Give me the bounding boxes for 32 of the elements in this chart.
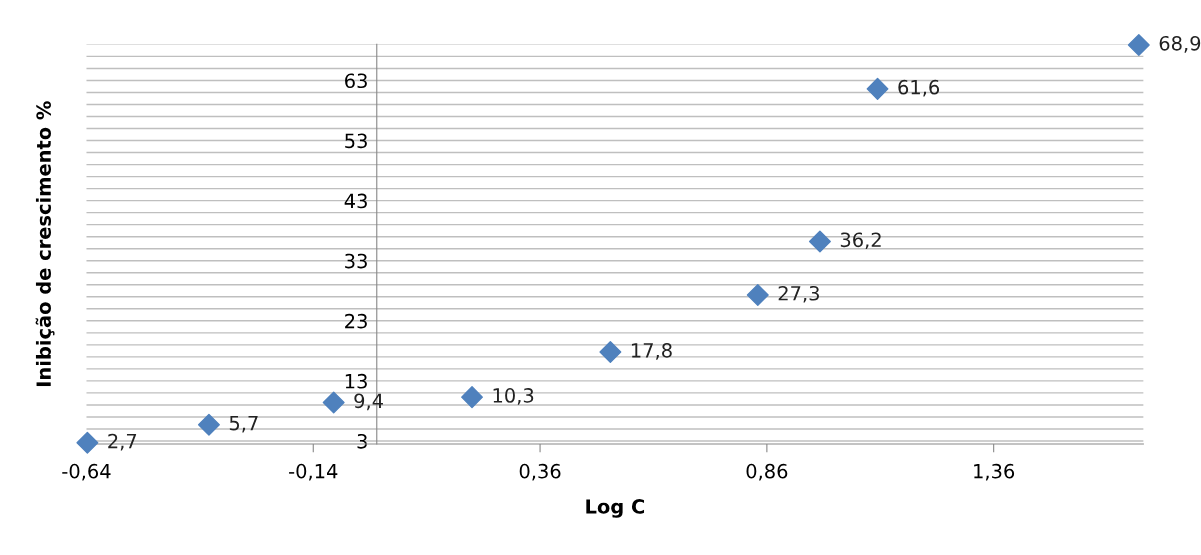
point [1127,34,1150,56]
text: 27,3 [778,285,819,303]
point [197,413,220,436]
y-tick-label: 53 [345,133,367,149]
point [808,230,831,253]
x-tick-label: -0,64 [62,463,111,481]
text: 17,8 [631,343,672,360]
point [76,431,99,454]
x-axis-title: Log C [586,499,645,518]
text: 61,6 [898,79,940,97]
y-axis-title: Inibição de crescimento % [35,101,55,387]
point [866,77,889,100]
text: 36,2 [840,232,881,250]
text: 10,3 [493,388,534,405]
y-tick-label: 23 [345,313,367,329]
x-tick-label: -0,14 [289,463,338,481]
y-tick-label: 33 [345,253,367,269]
x-tick-label: 1,36 [974,463,1015,481]
y-tick-label: 3 [357,433,367,449]
y-tick-label: 63 [345,73,367,89]
text: 2,7 [108,433,137,451]
x-tick-label: 0,86 [746,463,788,481]
text: 9,4 [354,393,383,411]
y-tick-label: 43 [344,193,367,209]
text: 68,9 [1159,35,1201,53]
text: 5,7 [229,415,258,433]
point [599,341,622,364]
point [461,386,484,409]
point [322,391,345,414]
y-tick-label: 13 [345,373,367,389]
x-tick-label: 0,36 [519,463,561,481]
point [746,283,769,306]
